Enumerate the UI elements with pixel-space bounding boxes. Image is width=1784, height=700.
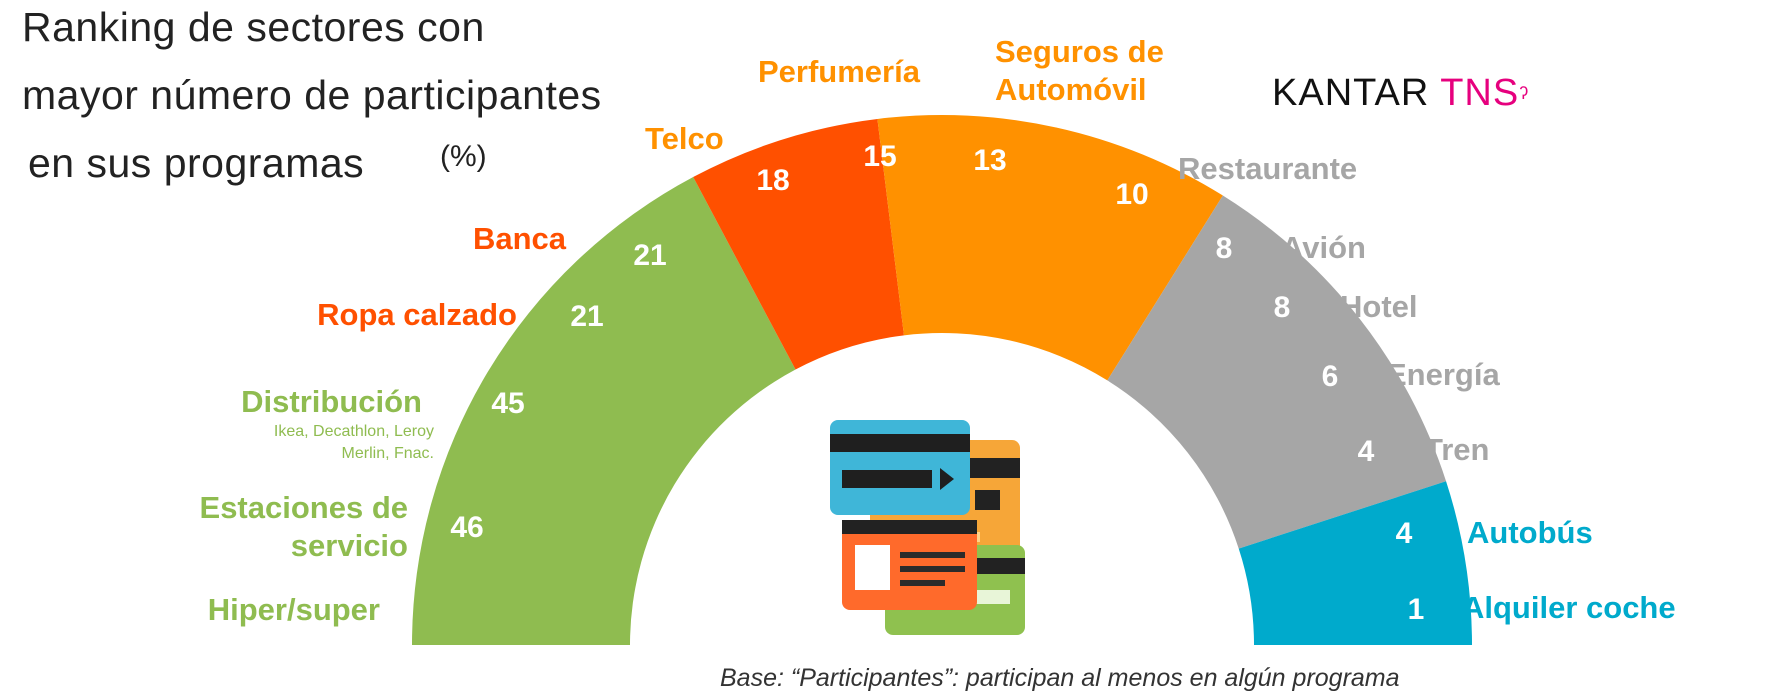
category-label-autob-s: Autobús xyxy=(1467,515,1593,550)
chart-title-line-2: mayor número de participantes xyxy=(22,72,602,118)
category-label-estaciones-de-servicio: Estaciones de xyxy=(200,490,408,525)
category-label-distribuci-n: Distribución xyxy=(241,384,422,419)
value-label-distribuci-n: 45 xyxy=(491,387,524,420)
value-label-alquiler-coche: 1 xyxy=(1408,593,1425,626)
category-sublabel-line2: Merlin, Fnac. xyxy=(342,445,434,462)
category-label-estaciones-de-servicio-line2: servicio xyxy=(291,528,408,563)
segment-blue xyxy=(1238,481,1472,645)
value-label-autob-s: 4 xyxy=(1396,517,1413,550)
unit-label: (%) xyxy=(440,140,487,173)
value-label-seguros-de-autom-vil: 13 xyxy=(973,144,1006,177)
base-footnote: Base: “Participantes”: participan al men… xyxy=(720,664,1400,692)
category-label-seguros-de-autom-vil-line2: Automóvil xyxy=(995,72,1147,107)
segment-green xyxy=(412,177,796,645)
category-label-hotel: Hotel xyxy=(1340,289,1418,324)
chart-title-line-3: en sus programas xyxy=(28,140,365,186)
loyalty-cards-icon xyxy=(830,420,1025,635)
value-label-ropa-calzado: 21 xyxy=(570,300,603,333)
category-label-seguros-de-autom-vil: Seguros de xyxy=(995,34,1164,69)
category-label-restaurante: Restaurante xyxy=(1178,151,1357,186)
category-sublabel-line1: Ikea, Decathlon, Leroy xyxy=(274,423,434,440)
value-label-avi-n: 8 xyxy=(1216,232,1233,265)
category-label-avi-n: Avión xyxy=(1281,230,1366,265)
segment-orange xyxy=(877,115,1223,381)
segment-red xyxy=(693,118,904,370)
category-label-banca: Banca xyxy=(473,221,567,256)
brand-mark-icon: ˀ xyxy=(1519,81,1530,111)
value-label-perfumer-a: 15 xyxy=(863,140,896,173)
brand-part-1: KANTAR xyxy=(1272,72,1441,114)
brand-part-2: TNS xyxy=(1440,72,1520,114)
category-label-alquiler-coche: Alquiler coche xyxy=(1462,590,1676,625)
category-label-perfumer-a: Perfumería xyxy=(758,54,921,89)
value-label-banca: 21 xyxy=(633,239,666,272)
segment-gray xyxy=(1107,195,1447,549)
category-label-telco: Telco xyxy=(645,121,724,156)
value-label-hotel: 8 xyxy=(1274,291,1291,324)
chart-title-line-1: Ranking de sectores con xyxy=(22,4,485,50)
category-label-ropa-calzado: Ropa calzado xyxy=(317,297,517,332)
category-label-energ-a: Energía xyxy=(1386,357,1500,392)
kantar-tns-logo: KANTAR TNSˀ xyxy=(1272,72,1529,115)
chart-segments xyxy=(412,115,1472,645)
value-label-tren: 4 xyxy=(1358,435,1375,468)
value-label-energ-a: 6 xyxy=(1322,360,1339,393)
value-label-restaurante: 10 xyxy=(1115,178,1148,211)
value-label-telco: 18 xyxy=(756,164,789,197)
value-label-hiper-super: 46 xyxy=(450,511,483,544)
category-label-hiper-super: Hiper/super xyxy=(208,592,380,627)
category-label-tren: Tren xyxy=(1424,432,1489,467)
